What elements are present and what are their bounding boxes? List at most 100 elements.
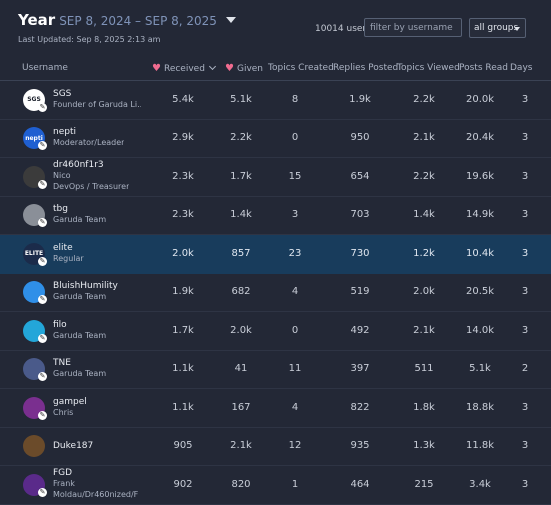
heart-icon: ♥ (152, 63, 161, 74)
cell-replies: 703 (350, 209, 370, 221)
period-label[interactable]: Year (18, 11, 56, 29)
caret-down-icon[interactable] (225, 17, 236, 23)
column-username[interactable]: Username (22, 63, 68, 73)
column-replies-posted[interactable]: Replies Posted (333, 63, 399, 73)
flair-icon: ✎ (38, 295, 47, 305)
table-row[interactable]: Duke187 905 2.1k 12 935 1.3k 11.8k 3 (0, 428, 551, 466)
table-header: Username ♥ Received ♥ Given Topics Created… (0, 56, 551, 81)
cell-topics: 15 (288, 170, 302, 182)
cell-viewed: 2.0k (413, 286, 435, 298)
cell-given: 2.2k (230, 132, 252, 144)
column-topics-viewed[interactable]: Topics Viewed (397, 63, 460, 73)
cell-read: 11.8k (465, 440, 495, 452)
user-subtitle: Nico (53, 171, 71, 181)
cell-days: 3 (521, 286, 529, 298)
cell-received: 2.3k (172, 170, 194, 182)
username-link[interactable]: elite (53, 242, 73, 253)
cell-replies: 397 (350, 363, 370, 375)
username-link[interactable]: TNE (53, 358, 71, 369)
cell-topics: 11 (288, 363, 302, 375)
cell-given: 857 (231, 247, 251, 259)
cell-viewed: 1.2k (413, 247, 435, 259)
username-link[interactable]: BluishHumility (53, 281, 118, 292)
group-select[interactable]: all groups (469, 18, 526, 38)
cell-replies: 950 (350, 132, 370, 144)
table-row[interactable]: ✎ TNE Garuda Team 1.1k 41 11 397 511 5.1k 2 (0, 351, 551, 389)
table-row[interactable]: ✎ dr460nf1r3 Nico DevOps / Treasurer 2.3k 1.7… (0, 158, 551, 197)
cell-given: 2.0k (230, 324, 252, 336)
table-row[interactable]: nepti ✎ nepti Moderator/Leader 2.9k 2.2k 0 950 2… (0, 120, 551, 158)
avatar-label (23, 435, 45, 457)
user-subtitle: Moldau/Dr460nized/F (53, 490, 139, 500)
cell-replies: 464 (350, 478, 370, 490)
cell-given: 41 (234, 363, 248, 375)
username-link[interactable]: nepti (53, 127, 76, 138)
cell-read: 20.0k (465, 93, 495, 105)
cell-days: 3 (521, 440, 529, 452)
cell-replies: 519 (350, 286, 370, 298)
username-link[interactable]: filo (53, 319, 67, 330)
username-link[interactable]: Duke187 (53, 440, 94, 451)
user-subtitle: Garuda Team (53, 330, 107, 340)
cell-viewed: 511 (414, 363, 434, 375)
column-posts-read[interactable]: Posts Read (459, 63, 508, 73)
cell-received: 1.1k (172, 363, 194, 375)
cell-read: 14.9k (465, 209, 495, 221)
period-selector[interactable]: Year SEP 8, 2024 – SEP 8, 2025 (18, 11, 236, 29)
chevron-down-icon (514, 27, 520, 31)
user-subtitle: DevOps / Treasurer (53, 182, 130, 192)
table-row[interactable]: ✎ gampel Chris 1.1k 167 4 822 1.8k 18.8k 3 (0, 389, 551, 428)
cell-given: 820 (231, 478, 251, 490)
cell-days: 3 (521, 478, 529, 490)
table-row[interactable]: SGS ✎ SGS Founder of Garuda Li... 5.4k 5.1k 8 1… (0, 81, 551, 120)
table-row[interactable]: ELITE ✎ elite Regular 2.0k 857 23 730 1.2k 10.4k 3 (0, 235, 551, 274)
cell-viewed: 1.3k (413, 440, 435, 452)
flair-icon: ✎ (38, 333, 47, 343)
flair-icon: ✎ (38, 179, 47, 189)
user-subtitle: Regular (53, 253, 84, 263)
cell-viewed: 2.2k (413, 170, 435, 182)
table-row[interactable]: ✎ BluishHumility Garuda Team 1.9k 682 4 519 2.0… (0, 274, 551, 312)
cell-viewed: 2.2k (413, 93, 435, 105)
username-link[interactable]: SGS (53, 88, 72, 99)
cell-given: 682 (231, 286, 251, 298)
cell-given: 167 (231, 401, 251, 413)
cell-days: 3 (521, 209, 529, 221)
group-select-value: all groups (474, 23, 519, 33)
avatar[interactable] (23, 435, 45, 458)
table-row[interactable]: ✎ filo Garuda Team 1.7k 2.0k 0 492 2.1k 14.0k 3 (0, 312, 551, 351)
column-received-label: Received (163, 64, 205, 74)
cell-read: 20.4k (465, 132, 495, 144)
username-link[interactable]: dr460nf1r3 (53, 160, 104, 171)
cell-received: 902 (173, 478, 193, 490)
table-row[interactable]: ✎ FGD Frank Moldau/Dr460nized/F 902 820 1 464 21… (0, 466, 551, 505)
cell-topics: 4 (291, 286, 299, 298)
column-days[interactable]: Days (510, 63, 533, 73)
cell-replies: 654 (350, 170, 370, 182)
user-subtitle: Founder of Garuda Li... (53, 99, 141, 109)
table-row[interactable]: ✎ tbg Garuda Team 2.3k 1.4k 3 703 1.4k 14.9k 3 (0, 197, 551, 235)
username-link[interactable]: tbg (53, 204, 68, 215)
filter-username-input[interactable] (364, 18, 462, 37)
flair-icon: ✎ (38, 102, 47, 112)
flair-icon: ✎ (38, 218, 47, 228)
cell-received: 2.9k (172, 132, 194, 144)
username-link[interactable]: FGD (53, 468, 73, 479)
cell-read: 20.5k (465, 286, 495, 298)
column-given[interactable]: ♥ Given (225, 63, 263, 74)
table-body: SGS ✎ SGS Founder of Garuda Li... 5.4k 5.1k 8 1… (0, 81, 551, 505)
cell-topics: 4 (291, 401, 299, 413)
user-subtitle: Chris (53, 407, 74, 417)
user-subtitle: Moderator/Leader (53, 138, 125, 148)
column-received[interactable]: ♥ Received (152, 62, 216, 74)
chevron-down-icon (208, 62, 216, 71)
column-topics-created[interactable]: Topics Created (268, 63, 334, 73)
cell-viewed: 1.8k (413, 401, 435, 413)
user-subtitle: Garuda Team (53, 215, 107, 225)
user-subtitle: Garuda Team (53, 292, 107, 302)
flair-icon: ✎ (38, 141, 47, 151)
user-subtitle: Garuda Team (53, 369, 107, 379)
cell-days: 2 (521, 363, 529, 375)
username-link[interactable]: gampel (53, 396, 87, 407)
cell-read: 18.8k (465, 401, 495, 413)
